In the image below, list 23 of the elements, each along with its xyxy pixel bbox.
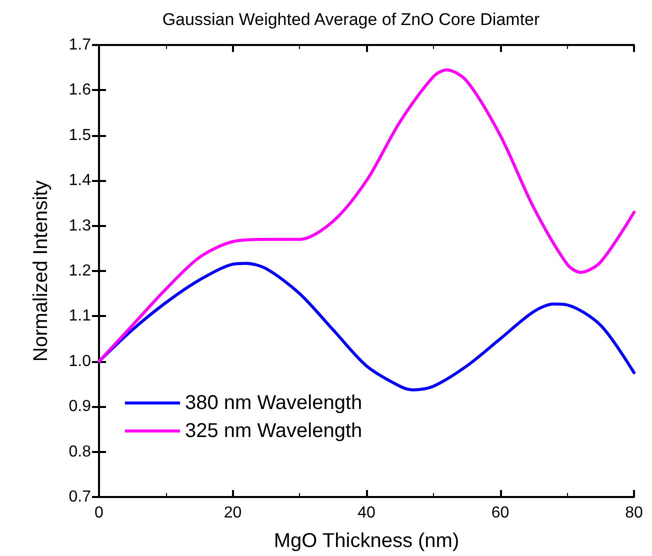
- y-tick-label: 1.0: [68, 352, 92, 370]
- x-tick-label: 20: [224, 504, 242, 522]
- y-tick-label: 1.6: [68, 82, 92, 99]
- x-tick-label: 0: [94, 504, 104, 522]
- y-tick-label: 0.8: [68, 443, 92, 460]
- legend-label: 325 nm Wavelength: [185, 420, 362, 442]
- legend-label: 380 nm Wavelength: [185, 392, 362, 414]
- y-axis-title: Normalized Intensity: [30, 180, 52, 362]
- x-tick-label: 40: [358, 504, 376, 522]
- x-tick-label: 60: [491, 504, 510, 522]
- y-tick-label: 0.9: [68, 398, 92, 416]
- y-tick-label: 1.2: [68, 262, 92, 280]
- y-tick-label: 1.3: [68, 217, 92, 234]
- x-axis-title: MgO Thickness (nm): [274, 530, 460, 552]
- y-tick-label: 1.1: [68, 308, 92, 325]
- y-tick-label: 1.5: [68, 126, 92, 144]
- y-tick-label: 1.7: [68, 36, 92, 54]
- chart-title: Gaussian Weighted Average of ZnO Core Diamter: [162, 10, 540, 29]
- y-tick-label: 1.4: [68, 172, 92, 190]
- line-series: [98, 68, 636, 363]
- y-tick-label: 0.7: [68, 488, 92, 506]
- line-series: [98, 262, 636, 392]
- x-tick-label: 80: [625, 504, 643, 522]
